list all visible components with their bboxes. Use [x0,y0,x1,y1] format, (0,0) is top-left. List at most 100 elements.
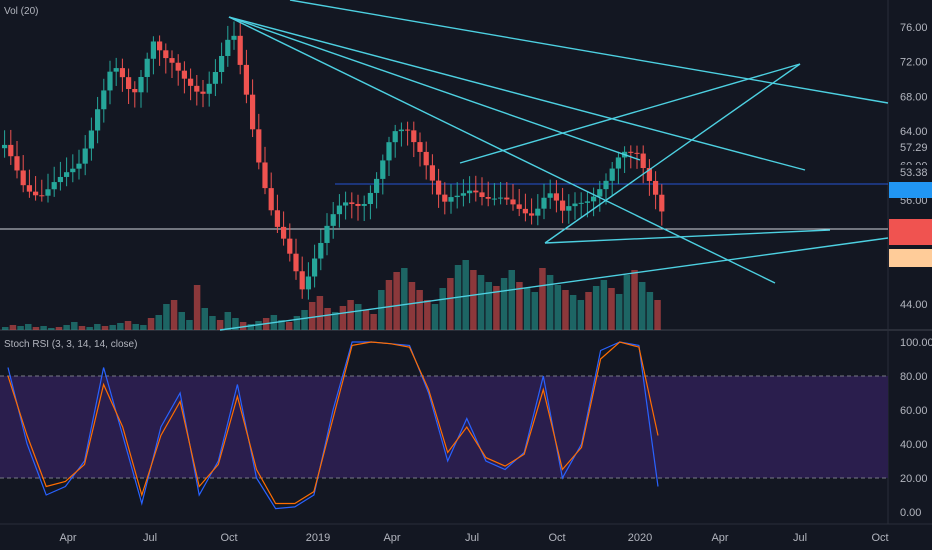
price-y-tick: 68.00 [900,91,928,103]
candle-body [132,88,138,93]
price-tag-label: 53.38 [900,167,928,179]
candle-body [82,148,88,164]
volume-bar [631,270,638,330]
stoch-y-tick: 60.00 [900,405,928,417]
volume-bar [523,288,531,330]
candle-body [157,41,163,51]
candle-body [659,194,665,212]
volume-bar [255,321,262,330]
candle-body [485,196,491,199]
candle-body [454,195,460,198]
stoch-band-layer [0,375,888,479]
candle-body [349,202,355,204]
candle-body [26,185,32,192]
volume-bar [638,282,646,330]
candle-body [324,225,330,243]
volume-bar [209,316,216,330]
candle-body [504,197,510,200]
candle-body [467,190,473,194]
candle-body [225,39,231,56]
candle-body [330,214,336,226]
candle-body [175,62,181,71]
candle-body [281,226,287,239]
volume-bar [477,275,485,330]
candle-body [14,156,20,171]
volume-bar [393,272,400,330]
volume-bar [78,326,86,330]
candle-body [355,203,361,206]
volume-bar [247,324,255,330]
volume-bar [385,280,393,330]
candle-body [572,203,578,207]
x-tick-label: Apr [383,532,400,544]
x-tick-label: Jul [143,532,157,544]
volume-bar [585,292,592,330]
candle-body [522,208,528,214]
x-tick-label: Jul [465,532,479,544]
candle-body [361,204,367,206]
candle-body [374,178,380,193]
candle-body [312,258,318,277]
candle-body [603,180,609,190]
candle-body [628,151,634,153]
volume-bar [431,304,439,330]
candle-body [479,192,485,197]
candle-body [386,142,392,161]
price-y-tick: 76.00 [900,22,928,34]
candle-body [547,193,553,198]
volume-bar [25,324,32,330]
candle-body [144,58,150,77]
trendline [544,229,831,244]
candle-body [126,77,132,89]
trendline [289,0,889,104]
candle-body [299,271,305,290]
volume-bar [332,312,339,330]
candle-body [51,182,57,190]
volume-bar [55,327,63,330]
trendline [459,63,801,164]
volume-bar [623,275,631,330]
candle-body [640,153,646,169]
volume-bar [155,315,162,330]
candle-body [510,199,516,205]
trendline [228,16,776,284]
candle-body [529,213,535,216]
candle-body [88,130,94,149]
price-y-tick: 72.00 [900,57,928,69]
candle-body [101,90,107,110]
volume-bar [600,280,608,330]
volume-bar [615,294,623,330]
candle-body [212,72,218,84]
trendlines-layer[interactable] [219,0,889,331]
candle-body [436,180,442,195]
candle-body [318,242,324,259]
volume-bar [485,282,492,330]
stoch-y-tick: 80.00 [900,371,928,383]
volume-bar [9,325,17,330]
volume-bar [569,295,577,330]
volume-bar [94,324,101,330]
candle-body [169,58,175,63]
candle-body [448,197,454,202]
candle-body [498,197,504,199]
volume-bar [562,290,569,330]
volume-bar [546,275,554,330]
candle-body [119,68,125,78]
volume-bar [278,320,285,330]
candle-body [578,202,584,204]
x-tick-label: 2019 [306,532,330,544]
volume-bar [646,292,654,330]
candle-body [181,70,187,79]
candle-body [39,195,45,197]
price-tag [889,182,932,198]
volume-bar [193,285,201,330]
volume-bar [516,282,523,330]
volume-bar [500,278,508,330]
axes-layer: Apr Jul Oct 2019 Apr Jul Oct 2020 Apr Jul Oct 76.00… [59,22,932,544]
volume-bar [424,300,431,330]
trendline [219,237,889,331]
volume-bar [32,327,40,330]
candle-body [64,172,70,177]
candles-layer [0,21,888,300]
